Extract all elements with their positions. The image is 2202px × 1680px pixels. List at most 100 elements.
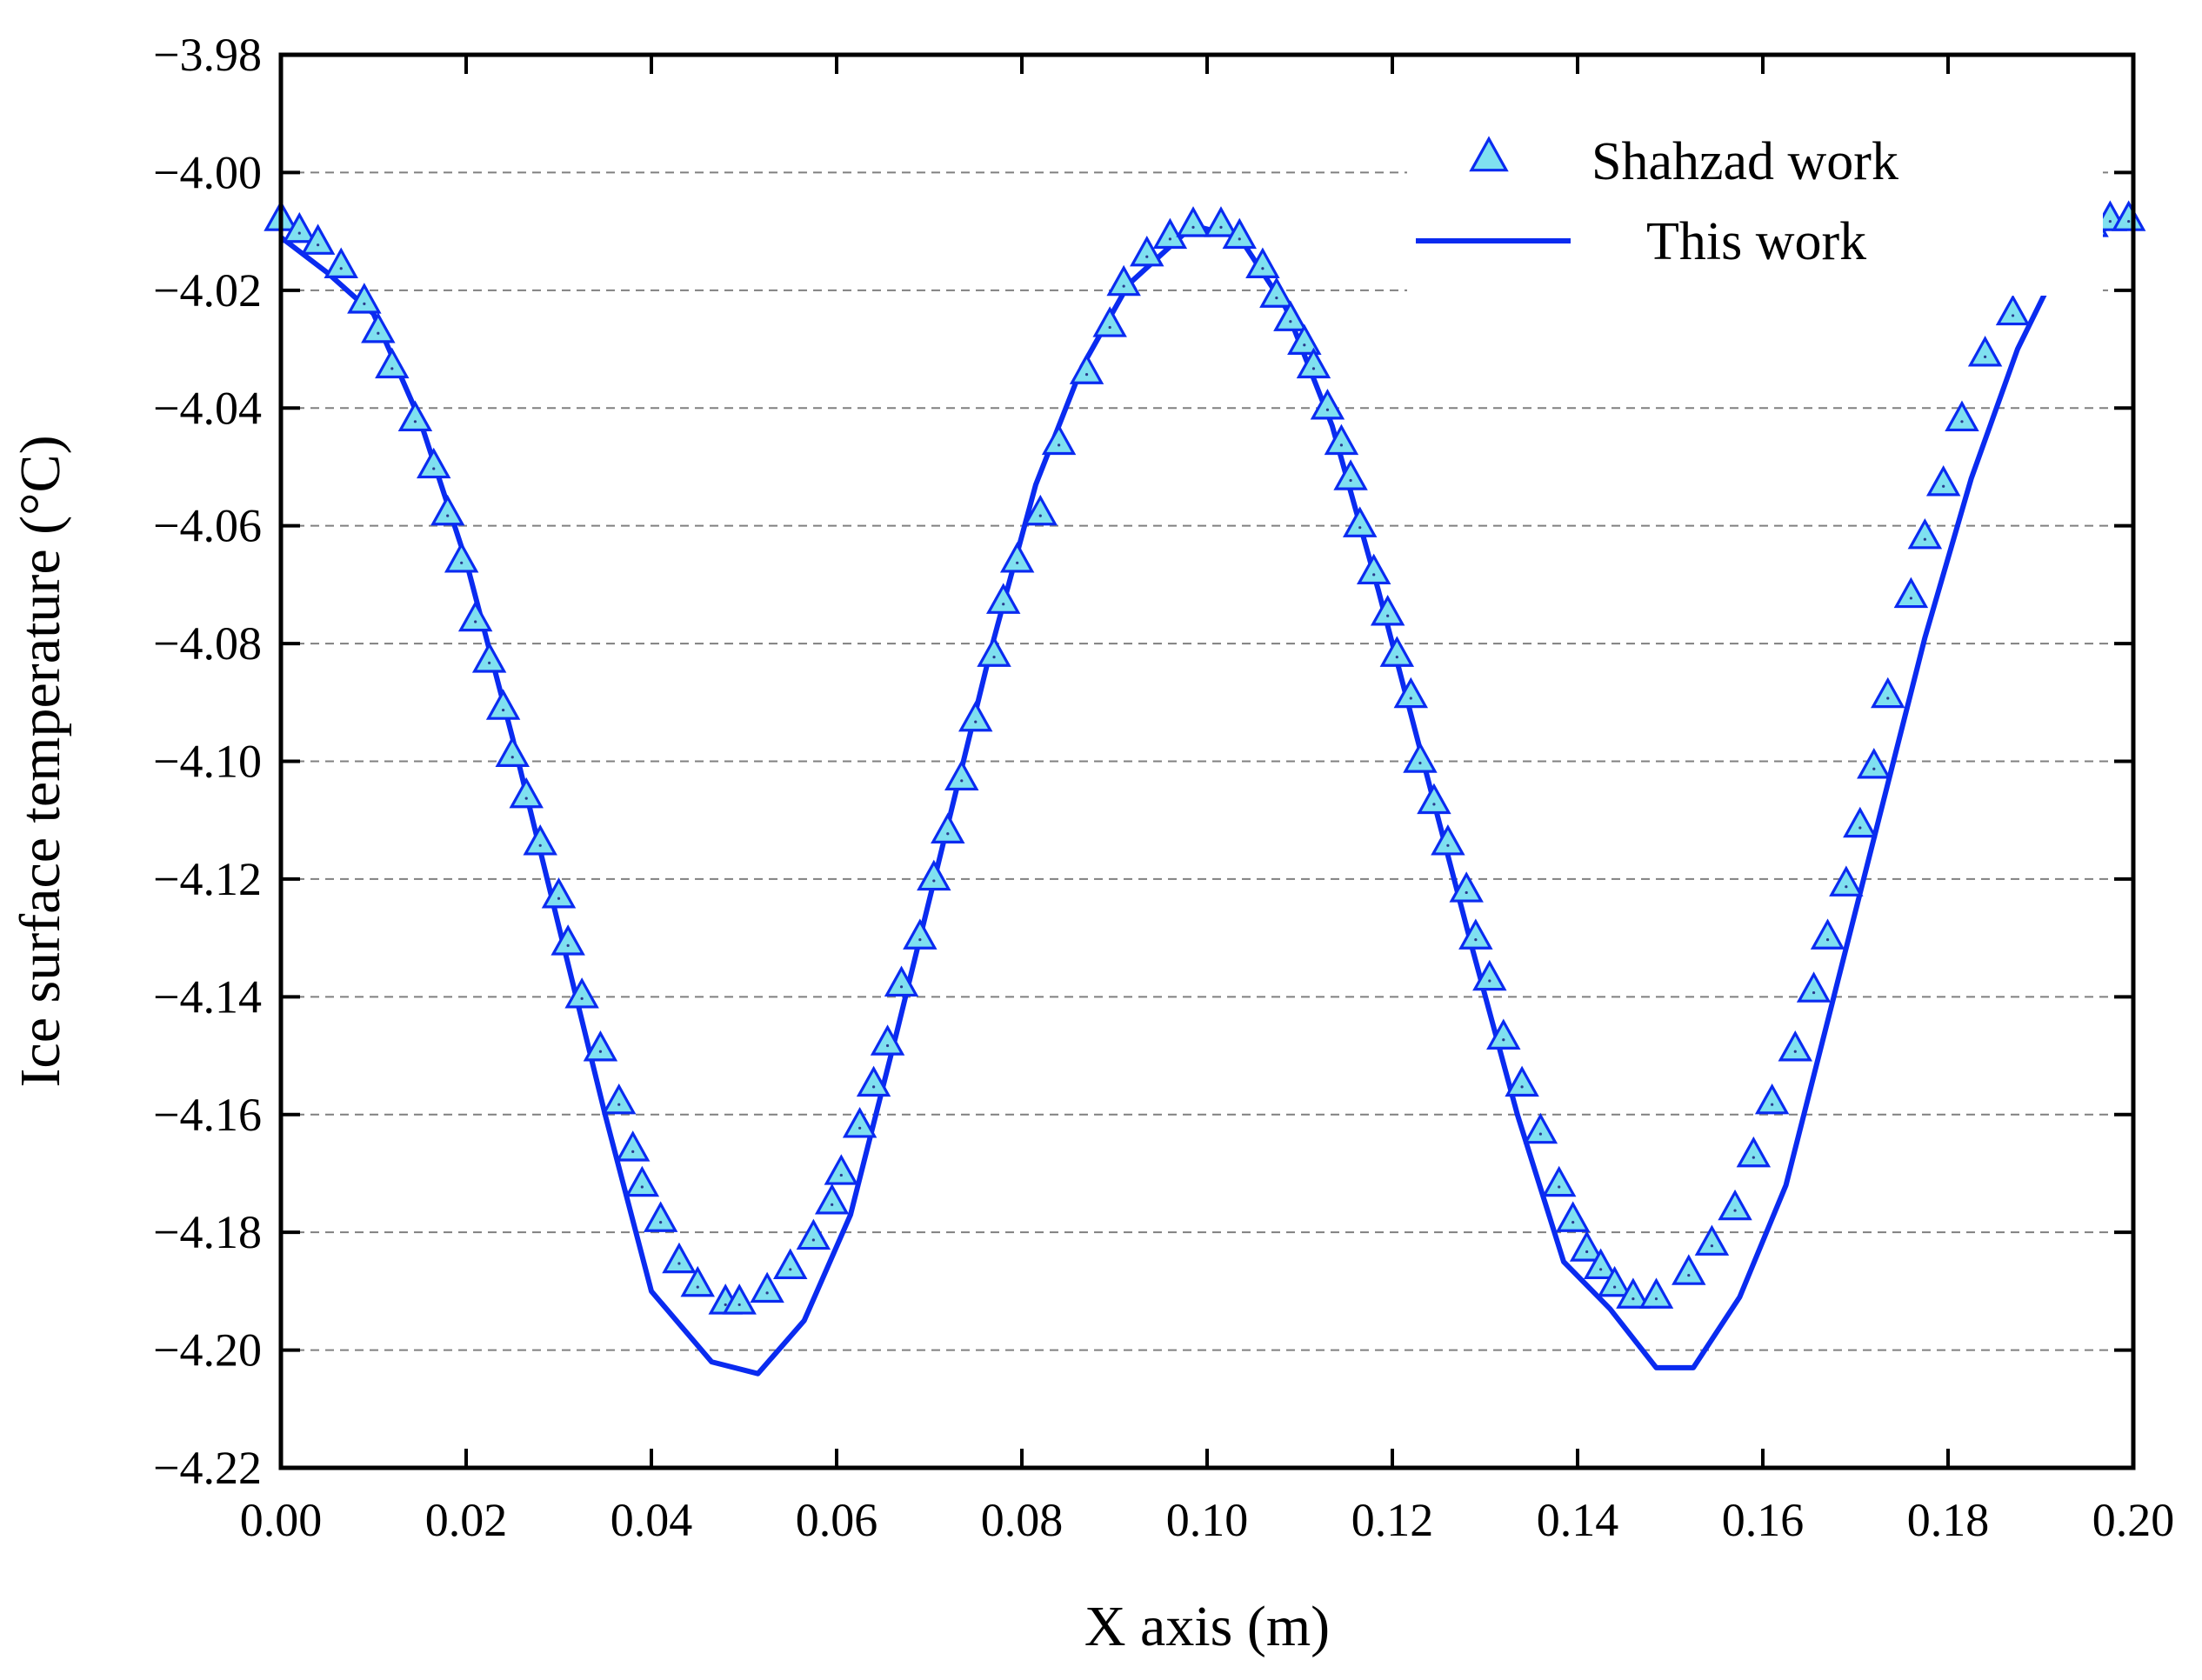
shahzad-work-marker bbox=[1597, 1265, 1632, 1297]
legend-label-this-work: This work bbox=[1646, 212, 1866, 271]
marker-center-dot bbox=[677, 1262, 681, 1265]
marker-center-dot bbox=[1474, 938, 1478, 942]
marker-center-dot bbox=[631, 1150, 635, 1153]
shahzad-work-marker bbox=[397, 400, 433, 432]
shahzad-work-marker bbox=[917, 859, 951, 891]
shahzad-work-marker bbox=[1810, 918, 1845, 950]
shahzad-work-marker bbox=[1736, 1136, 1772, 1168]
x-tick-label: 0.02 bbox=[425, 1494, 508, 1546]
shahzad-work-marker bbox=[824, 1154, 859, 1185]
marker-center-dot bbox=[297, 231, 301, 235]
marker-center-dot bbox=[1349, 478, 1352, 483]
shahzad-work-series bbox=[264, 200, 2146, 1315]
y-tick-label: −4.12 bbox=[153, 853, 262, 905]
shahzad-work-marker bbox=[1925, 465, 1961, 497]
shahzad-work-marker bbox=[773, 1248, 808, 1280]
marker-center-dot bbox=[1733, 1209, 1737, 1212]
shahzad-work-marker bbox=[347, 283, 382, 314]
shahzad-work-marker bbox=[1541, 1165, 1577, 1197]
shahzad-work-marker bbox=[375, 347, 410, 379]
shahzad-work-marker bbox=[282, 211, 317, 243]
marker-center-dot bbox=[1710, 1244, 1714, 1248]
marker-center-dot bbox=[488, 661, 491, 664]
shahzad-work-marker bbox=[1871, 677, 1905, 709]
shahzad-work-marker bbox=[1843, 806, 1878, 838]
x-tick-label: 0.16 bbox=[1722, 1494, 1805, 1546]
marker-center-dot bbox=[1108, 325, 1111, 330]
y-tick-label: −4.22 bbox=[153, 1442, 262, 1494]
marker-center-dot bbox=[1311, 367, 1316, 370]
shahzad-work-marker bbox=[1310, 388, 1345, 420]
shahzad-work-marker bbox=[444, 542, 479, 573]
shahzad-work-marker bbox=[1796, 971, 1832, 1003]
marker-center-dot bbox=[858, 1126, 862, 1130]
marker-center-dot bbox=[317, 243, 320, 247]
marker-center-dot bbox=[413, 420, 417, 423]
marker-center-dot bbox=[1084, 373, 1089, 377]
shahzad-work-marker bbox=[1945, 400, 1979, 432]
shahzad-work-marker bbox=[1569, 1230, 1605, 1262]
shahzad-work-marker bbox=[1417, 783, 1451, 815]
shahzad-work-marker bbox=[1672, 1254, 1706, 1285]
legend: Shahzad work This work bbox=[1407, 113, 2103, 296]
shahzad-work-marker bbox=[722, 1283, 757, 1315]
marker-center-dot bbox=[1585, 1250, 1589, 1254]
legend-triangle-icon bbox=[1469, 136, 1509, 172]
x-tick-label: 0.20 bbox=[2092, 1494, 2175, 1546]
marker-center-dot bbox=[1872, 767, 1876, 770]
marker-center-dot bbox=[1538, 1132, 1542, 1136]
shahzad-work-marker bbox=[944, 759, 979, 791]
shahzad-work-marker bbox=[602, 1083, 637, 1115]
y-tick-label: −4.00 bbox=[153, 146, 262, 198]
marker-center-dot bbox=[460, 561, 464, 564]
shahzad-work-marker bbox=[523, 824, 557, 856]
shahzad-work-marker bbox=[1449, 871, 1484, 903]
marker-center-dot bbox=[1395, 656, 1398, 659]
shahzad-work-marker bbox=[662, 1242, 697, 1274]
y-tick-label: −4.06 bbox=[153, 500, 262, 552]
shahzad-work-marker bbox=[417, 447, 451, 479]
marker-center-dot bbox=[1339, 443, 1344, 447]
x-tick-labels: 0.00 0.02 0.04 0.06 0.08 0.10 0.12 0.14 0.16 0.18… bbox=[240, 1494, 2175, 1546]
shahzad-work-marker bbox=[1393, 677, 1429, 709]
marker-center-dot bbox=[1038, 514, 1042, 517]
shahzad-work-marker bbox=[1152, 217, 1188, 250]
shahzad-work-marker bbox=[856, 1065, 891, 1097]
shahzad-work-marker bbox=[1583, 1248, 1618, 1280]
marker-center-dot bbox=[1432, 803, 1436, 806]
shahzad-work-marker bbox=[1893, 577, 1929, 609]
marker-center-dot bbox=[1771, 1103, 1774, 1106]
shahzad-work-marker bbox=[471, 642, 507, 673]
grid-lines bbox=[281, 171, 2133, 1351]
shahzad-work-marker bbox=[495, 736, 530, 767]
axis-ticks bbox=[279, 53, 2135, 1470]
shahzad-work-marker bbox=[1829, 865, 1864, 897]
marker-center-dot bbox=[811, 1238, 815, 1242]
marker-center-dot bbox=[1219, 225, 1223, 229]
marker-center-dot bbox=[524, 797, 528, 800]
marker-center-dot bbox=[1418, 761, 1422, 765]
shahzad-work-marker bbox=[1176, 206, 1211, 237]
y-tick-label: −4.16 bbox=[153, 1089, 262, 1141]
marker-center-dot bbox=[1372, 573, 1376, 577]
x-tick-label: 0.00 bbox=[240, 1494, 323, 1546]
marker-center-dot bbox=[1599, 1268, 1603, 1271]
marker-center-dot bbox=[1942, 484, 1945, 488]
marker-center-dot bbox=[640, 1185, 644, 1189]
marker-center-dot bbox=[1886, 697, 1890, 700]
marker-center-dot bbox=[2127, 219, 2131, 223]
marker-center-dot bbox=[2011, 314, 2015, 317]
shahzad-work-marker bbox=[884, 965, 919, 997]
shahzad-work-marker bbox=[1486, 1018, 1521, 1050]
shahzad-work-marker bbox=[1370, 594, 1405, 626]
marker-center-dot bbox=[1960, 420, 1964, 423]
shahzad-work-marker bbox=[870, 1024, 905, 1056]
shahzad-work-marker bbox=[958, 700, 993, 732]
marker-center-dot bbox=[1358, 526, 1362, 530]
y-tick-label: −4.10 bbox=[153, 736, 262, 788]
marker-center-dot bbox=[974, 720, 978, 723]
x-tick-label: 0.18 bbox=[1907, 1494, 1990, 1546]
marker-center-dot bbox=[1303, 343, 1306, 347]
marker-center-dot bbox=[960, 779, 964, 783]
marker-center-dot bbox=[1016, 561, 1019, 564]
